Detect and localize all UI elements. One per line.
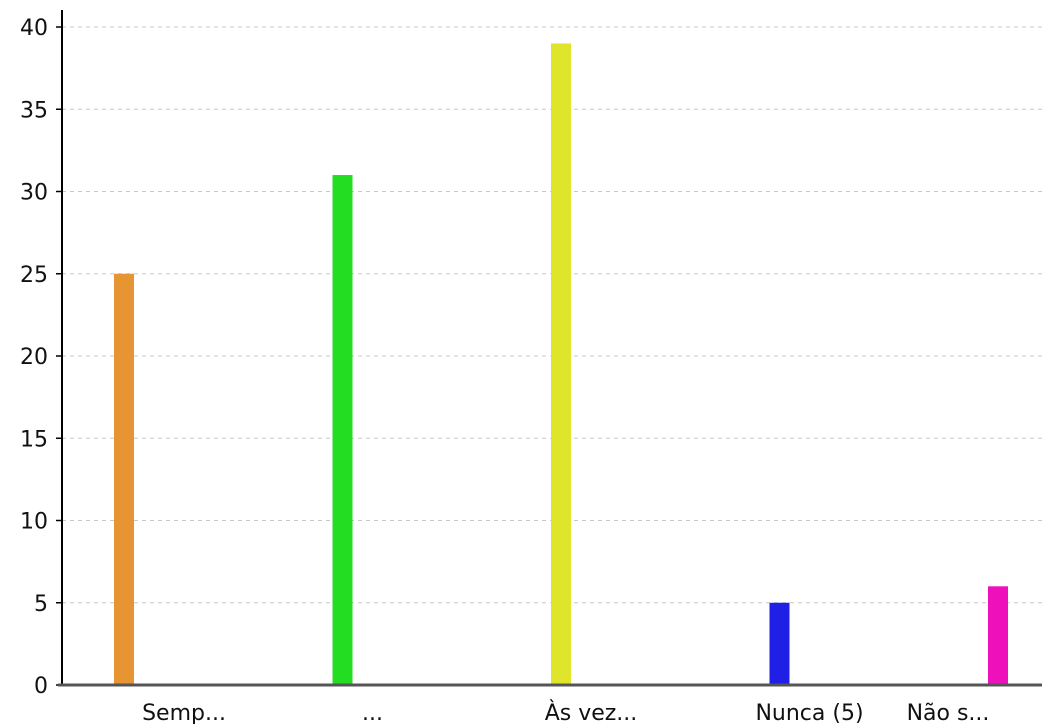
y-tick-label: 20 [20,345,48,370]
y-tick-label: 10 [20,510,48,535]
y-tick-label: 30 [20,181,48,206]
y-tick-label: 5 [34,592,48,617]
bar-4 [988,586,1008,685]
x-tick-label: ... [362,701,383,724]
y-axis-ticks: 0 5 10 15 20 25 30 35 40 [20,16,62,699]
y-tick-label: 40 [20,16,48,41]
bar-3 [769,602,790,685]
bar-1 [332,175,353,686]
bars [114,43,1008,686]
y-tick-label: 35 [20,98,48,123]
x-axis-ticks: Semp...... Às vez... Nunca (5) Não s... [142,700,990,726]
x-tick-label: Não s... [907,701,990,724]
y-tick-label: 25 [20,263,48,288]
x-tick-label: Semp... [142,701,226,724]
y-tick-label: 15 [20,427,48,452]
bar-0 [114,273,134,685]
bar-2 [551,43,571,685]
y-tick-label: 0 [34,674,48,699]
x-tick-label: Às vez... [545,700,638,724]
x-tick-label: Nunca (5) [755,701,863,724]
